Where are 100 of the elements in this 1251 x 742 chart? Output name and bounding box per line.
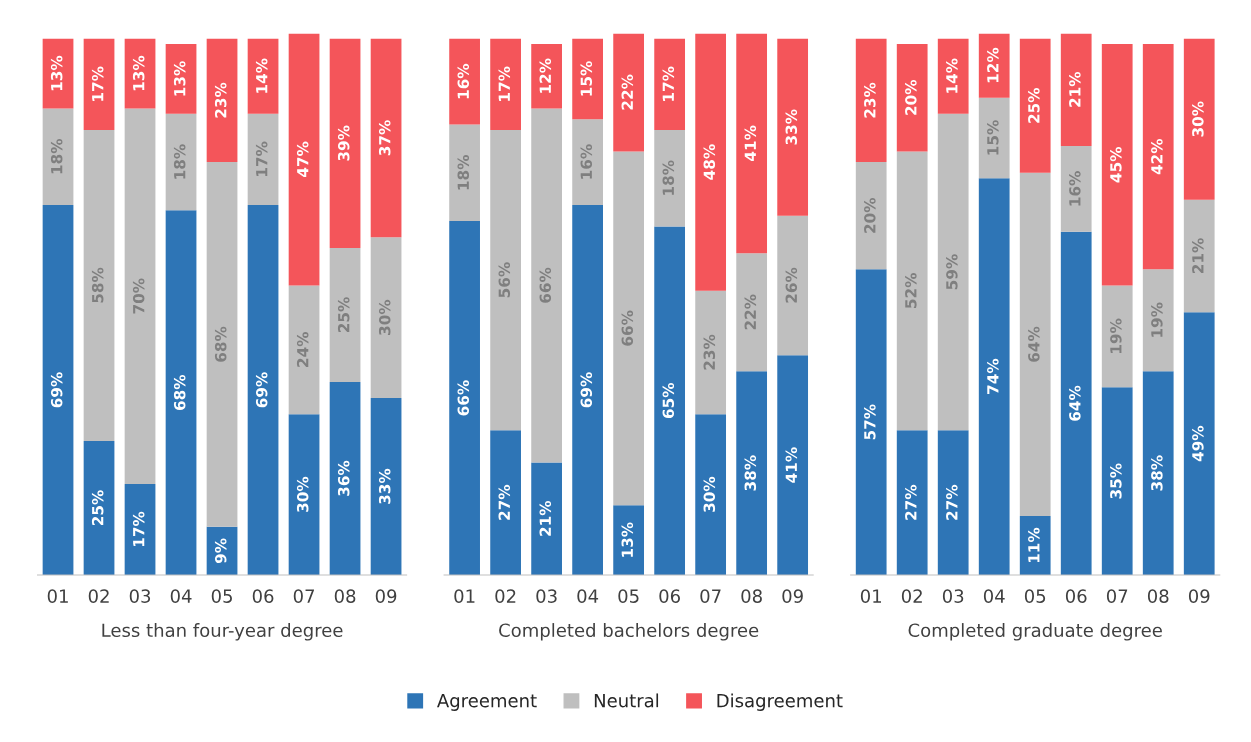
data-label: 64% bbox=[1069, 385, 1081, 421]
x-tick-label: 02 bbox=[901, 589, 922, 603]
bar bbox=[572, 205, 603, 576]
data-label: 15% bbox=[580, 61, 593, 96]
data-label: 9% bbox=[214, 538, 227, 564]
data-label: 13% bbox=[173, 61, 186, 96]
bar bbox=[978, 178, 1010, 576]
bar bbox=[1019, 38, 1051, 173]
bar bbox=[124, 483, 156, 576]
bar bbox=[288, 33, 320, 286]
data-label: 30% bbox=[1192, 101, 1204, 137]
data-label: 18% bbox=[173, 144, 186, 179]
bar bbox=[695, 414, 727, 576]
data-label: 66% bbox=[539, 267, 552, 303]
bar bbox=[490, 129, 521, 431]
data-label: 30% bbox=[296, 476, 309, 512]
x-tick-label: 05 bbox=[618, 589, 639, 603]
bar bbox=[695, 33, 727, 291]
bar bbox=[978, 97, 1010, 179]
data-label: 36% bbox=[337, 460, 350, 496]
data-label: 17% bbox=[132, 511, 145, 547]
bar bbox=[896, 151, 928, 431]
bar bbox=[855, 269, 887, 576]
legend-label: Disagreement bbox=[717, 693, 843, 711]
bar bbox=[654, 226, 686, 576]
x-tick-label: 02 bbox=[88, 589, 109, 603]
x-tick-label: 04 bbox=[170, 589, 192, 603]
x-tick-label: 08 bbox=[741, 589, 762, 603]
bar bbox=[288, 414, 320, 576]
data-label: 74% bbox=[987, 358, 999, 394]
bar bbox=[695, 290, 727, 415]
x-tick-label: 08 bbox=[1147, 589, 1169, 603]
data-label: 64% bbox=[1028, 326, 1040, 362]
data-label: 18% bbox=[457, 155, 470, 190]
data-label: 33% bbox=[785, 109, 798, 145]
x-tick-label: 04 bbox=[577, 589, 599, 603]
bar bbox=[855, 38, 887, 163]
bar bbox=[572, 38, 603, 120]
data-label: 17% bbox=[498, 66, 511, 101]
bar bbox=[370, 38, 402, 238]
bar bbox=[247, 38, 279, 114]
data-label: 16% bbox=[580, 144, 593, 179]
x-tick-label: 06 bbox=[659, 589, 680, 603]
data-label: 27% bbox=[498, 484, 511, 520]
data-label: 18% bbox=[50, 138, 63, 174]
bar bbox=[937, 430, 969, 576]
bar bbox=[329, 38, 361, 248]
x-tick-label: 09 bbox=[1188, 589, 1210, 603]
bar bbox=[370, 237, 402, 399]
x-tick-label: 03 bbox=[536, 589, 557, 603]
data-label: 21% bbox=[1069, 71, 1081, 107]
data-label: 20% bbox=[905, 79, 917, 115]
data-label: 68% bbox=[173, 374, 186, 411]
data-label: 41% bbox=[744, 125, 757, 161]
data-label: 52% bbox=[905, 273, 917, 308]
bar bbox=[531, 44, 562, 109]
data-label: 25% bbox=[337, 297, 350, 333]
data-label: 27% bbox=[905, 484, 917, 520]
data-label: 41% bbox=[785, 447, 798, 483]
bar bbox=[247, 113, 279, 206]
data-label: 25% bbox=[91, 490, 104, 526]
data-label: 49% bbox=[1192, 425, 1204, 462]
bar bbox=[613, 151, 644, 506]
bar bbox=[613, 505, 644, 576]
data-label: 27% bbox=[946, 484, 958, 520]
x-tick-label: 09 bbox=[782, 589, 803, 603]
data-label: 25% bbox=[1028, 87, 1040, 123]
x-axis-title: Less than four-year degree bbox=[102, 623, 343, 641]
bar bbox=[165, 210, 197, 576]
bar bbox=[1060, 146, 1092, 232]
bar bbox=[1183, 312, 1215, 576]
bar bbox=[83, 129, 115, 441]
data-label: 39% bbox=[337, 125, 350, 161]
bar bbox=[654, 129, 686, 227]
x-tick-label: 06 bbox=[1065, 589, 1087, 603]
bar bbox=[777, 215, 809, 356]
x-tick-label: 03 bbox=[129, 589, 151, 603]
bar bbox=[572, 119, 603, 206]
x-tick-label: 09 bbox=[375, 589, 397, 603]
x-tick-label: 01 bbox=[47, 589, 68, 603]
bar bbox=[490, 38, 521, 130]
data-label: 23% bbox=[703, 334, 716, 370]
x-tick-label: 01 bbox=[454, 589, 475, 603]
bar bbox=[736, 253, 768, 372]
data-label: 22% bbox=[744, 294, 757, 330]
bar bbox=[329, 381, 361, 576]
x-tick-label: 07 bbox=[700, 589, 721, 603]
data-label: 66% bbox=[457, 380, 470, 416]
data-label: 24% bbox=[296, 332, 309, 367]
bar bbox=[370, 398, 402, 576]
data-label: 11% bbox=[1028, 527, 1040, 563]
data-label: 69% bbox=[50, 372, 63, 408]
data-label: 37% bbox=[378, 120, 391, 156]
bar bbox=[777, 355, 809, 576]
data-label: 57% bbox=[864, 404, 876, 440]
bar bbox=[1183, 199, 1215, 313]
data-label: 17% bbox=[255, 141, 268, 176]
bar bbox=[777, 38, 809, 216]
bar bbox=[449, 221, 480, 576]
data-label: 45% bbox=[1110, 146, 1122, 183]
